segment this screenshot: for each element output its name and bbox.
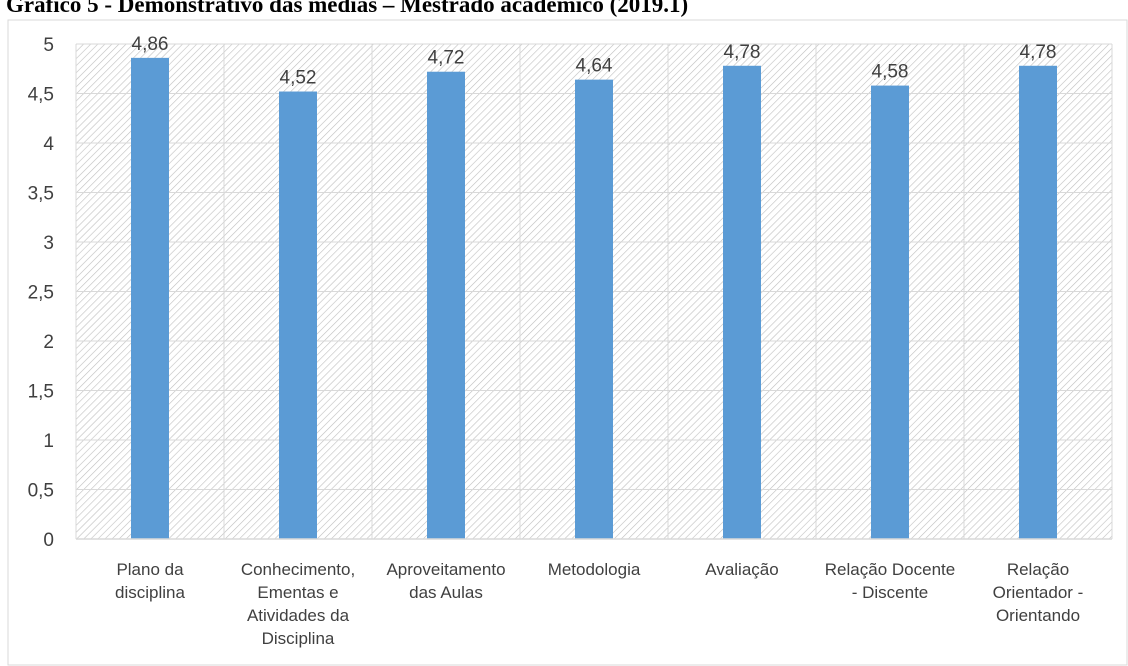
y-tick-label: 3,5 <box>28 184 54 205</box>
data-label: 4,86 <box>132 34 169 55</box>
data-label: 4,58 <box>872 62 909 83</box>
y-tick-label: 1 <box>43 431 54 452</box>
y-tick-label: 4,5 <box>28 85 54 106</box>
x-tick-label: Metodologia <box>548 560 641 579</box>
data-label: 4,78 <box>724 42 761 63</box>
y-tick-label: 2,5 <box>28 283 54 304</box>
y-tick-label: 5 <box>43 35 54 56</box>
bar <box>871 86 909 539</box>
x-tick-label: Avaliação <box>705 560 778 579</box>
y-tick-label: 0 <box>43 530 54 551</box>
y-tick-label: 0,5 <box>28 481 54 502</box>
bar <box>575 80 613 539</box>
y-tick-label: 3 <box>43 233 54 254</box>
y-tick-label: 4 <box>43 134 54 155</box>
data-label: 4,52 <box>280 68 317 89</box>
bar <box>427 72 465 539</box>
bar <box>723 66 761 539</box>
bar <box>131 58 169 539</box>
y-tick-label: 2 <box>43 332 54 353</box>
y-tick-label: 1,5 <box>28 382 54 403</box>
data-label: 4,72 <box>428 48 465 69</box>
data-label: 4,78 <box>1020 42 1057 63</box>
bar <box>1019 66 1057 539</box>
bar <box>279 92 317 539</box>
data-label: 4,64 <box>576 56 613 77</box>
